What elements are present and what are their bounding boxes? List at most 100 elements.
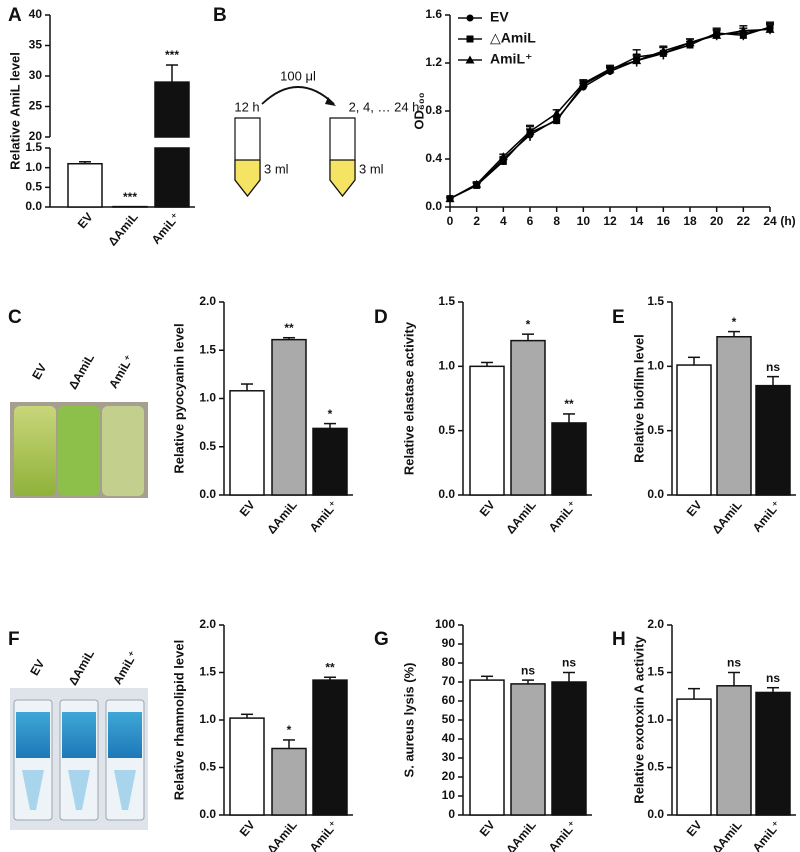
x-tick-label: ΔAmiL	[503, 498, 539, 537]
arrow-head	[325, 97, 336, 106]
x-tick-label: 16	[657, 214, 671, 228]
y-tick-label: 1.5	[199, 342, 216, 356]
x-tick-label: AmiL⁺	[546, 818, 580, 852]
x-tick-label: EV	[237, 818, 258, 839]
x-tick-label: 2	[473, 214, 480, 228]
x-tick-label: ΔAmiL	[503, 818, 539, 852]
y-tick-label: 40	[442, 731, 456, 745]
y-tick-label: 1.0	[25, 160, 42, 174]
volume-label: 3 ml	[264, 161, 289, 176]
marker	[553, 117, 561, 125]
start-time: 12 h	[234, 99, 259, 114]
bar	[469, 679, 505, 816]
y-tick-label: 1.6	[425, 7, 442, 21]
y-tick-label: 1.0	[438, 359, 455, 373]
bar	[551, 681, 587, 816]
legend-marker	[465, 55, 475, 64]
significance-label: *	[328, 407, 333, 421]
bar	[676, 364, 712, 496]
culture-diagram: 12 h 100 μl 2, 4, … 24 h 3 ml 3 ml	[234, 68, 419, 197]
significance-label: ***	[165, 48, 179, 62]
marker	[499, 157, 507, 165]
x-tick-label: EV	[237, 498, 258, 519]
culture-medium	[234, 159, 261, 197]
x-tick-label: ΔAmiL	[264, 498, 300, 537]
marker	[738, 26, 748, 35]
photo-label: AmiL⁺	[106, 352, 136, 390]
marker	[605, 64, 615, 73]
y-tick-label: 0.0	[425, 199, 442, 213]
marker	[578, 78, 588, 87]
bar	[312, 679, 348, 816]
y-tick-label: 1.2	[425, 55, 442, 69]
bar	[676, 698, 712, 816]
x-tick-label: 4	[500, 214, 507, 228]
y-tick-label: 25	[29, 99, 43, 113]
y-tick-label: 0.5	[199, 439, 216, 453]
significance-label: **	[284, 321, 294, 335]
y-tick-label: 0.0	[199, 807, 216, 821]
photo-label: ΔAmiL	[66, 351, 97, 391]
x-tick-label: 20	[710, 214, 724, 228]
y-tick-label: 70	[442, 674, 456, 688]
y-axis-label: Relative pyocyanin level	[171, 323, 186, 473]
y-axis-label: Relative elastase activity	[401, 321, 416, 475]
y-axis-label: Relative AmiL level	[7, 52, 22, 170]
y-tick-label: 1.5	[647, 665, 664, 679]
legend-marker	[466, 14, 474, 22]
x-tick-label: EV	[477, 818, 498, 839]
bar	[755, 691, 791, 816]
bar	[755, 384, 791, 496]
vial-tip	[22, 770, 136, 810]
volume-label: 3 ml	[359, 161, 384, 176]
x-tick-label: ΔAmiL	[709, 498, 745, 537]
y-tick-label: 40	[29, 7, 43, 21]
panel-letter: E	[612, 307, 625, 328]
y-tick-label: 0.5	[647, 423, 664, 437]
y-tick-label: 35	[29, 38, 43, 52]
legend-label: △AmiL	[490, 30, 536, 46]
x-axis-unit: (h)	[780, 214, 795, 228]
y-tick-label: 1.0	[199, 712, 216, 726]
y-tick-label: 80	[442, 655, 456, 669]
legend-label: EV	[490, 9, 509, 25]
legend-label: AmiL⁺	[490, 51, 532, 67]
panel-letter: B	[213, 5, 227, 26]
significance-label: ns	[766, 360, 780, 374]
y-tick-label: 0.5	[647, 760, 664, 774]
marker	[498, 152, 508, 161]
y-tick-label: 0	[448, 807, 455, 821]
bar	[67, 162, 103, 208]
y-axis-label: Relative rhamnolipid level	[171, 640, 186, 800]
y-tick-label: 1.5	[647, 294, 664, 308]
panel-letter: G	[374, 629, 389, 650]
blue-complex	[108, 712, 142, 758]
significance-label: ***	[123, 190, 137, 204]
x-tick-label: AmiL⁺	[307, 818, 341, 852]
y-axis-label: OD₆₀₀	[411, 92, 426, 129]
y-tick-label: 0.0	[647, 487, 664, 501]
y-tick-label: 0.0	[438, 487, 455, 501]
y-tick-label: 50	[442, 712, 456, 726]
blue-complex	[62, 712, 96, 758]
bar	[271, 747, 307, 816]
y-tick-label: 0.8	[425, 103, 442, 117]
y-tick-label: 1.0	[647, 359, 664, 373]
y-tick-label: 0.4	[425, 151, 442, 165]
x-tick-label: ΔAmiL	[264, 818, 300, 852]
y-tick-label: 0.5	[438, 423, 455, 437]
x-tick-label: 0	[447, 214, 454, 228]
x-tick-label: 8	[553, 214, 560, 228]
rhamnolipid-photo	[10, 688, 148, 830]
x-tick-label: 18	[683, 214, 697, 228]
x-tick-label: 22	[737, 214, 751, 228]
bar	[271, 338, 307, 496]
y-tick-label: 100	[435, 617, 455, 631]
significance-label: *	[732, 315, 737, 329]
bar	[154, 81, 190, 138]
significance-label: ns	[521, 663, 535, 677]
y-tick-label: 20	[29, 129, 43, 143]
x-tick-label: 10	[577, 214, 591, 228]
y-tick-label: 1.5	[199, 665, 216, 679]
bar	[510, 683, 546, 816]
